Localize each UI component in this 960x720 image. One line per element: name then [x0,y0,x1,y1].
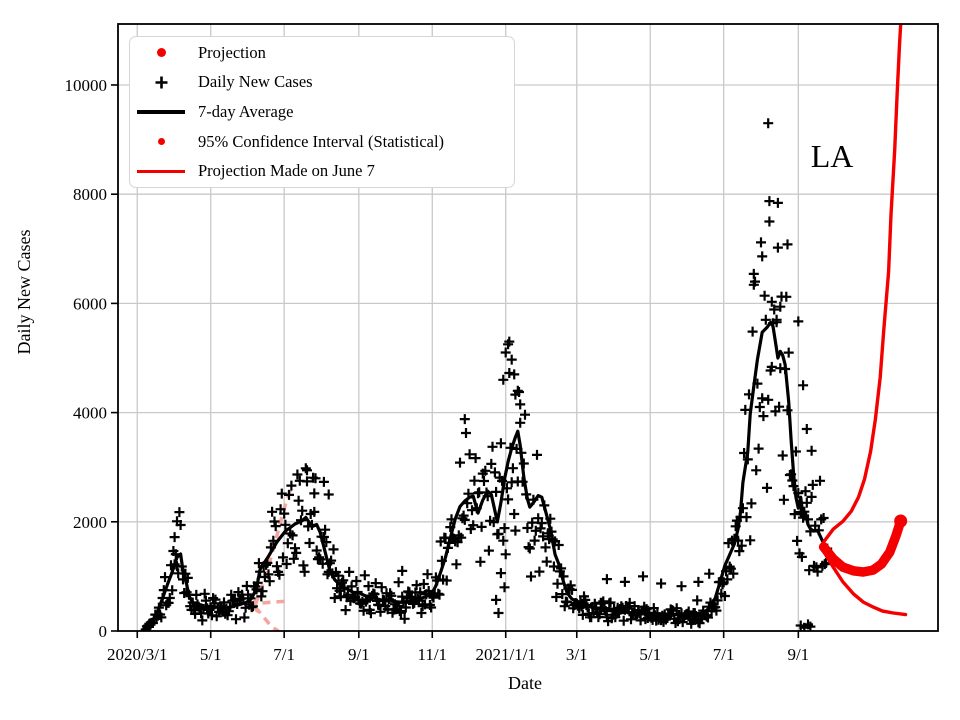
y-tick-label: 6000 [73,294,107,313]
legend-label: 7-day Average [198,101,294,121]
legend-item-projection-june7: Projection Made on June 7 [130,157,514,185]
y-tick-label: 8000 [73,185,107,204]
average-line-icon [130,109,192,114]
projection-dot-icon [130,48,192,58]
legend-label: Projection [198,42,266,62]
x-tick-label: 7/1 [713,645,735,664]
y-tick-label: 4000 [73,404,107,423]
legend-label: Daily New Cases [198,72,313,92]
x-axis-label: Date [508,673,542,693]
legend-label: 95% Confidence Interval (Statistical) [198,131,445,151]
ci-dot-icon [130,138,192,146]
axes-and-ticks: 2020/3/1 5/1 7/1 9/1 11/1 2021/1/1 3/1 5/1 7/1 9/… [14,23,939,693]
x-tick-label: 5/1 [200,645,222,664]
x-tick-label: 11/1 [417,645,447,664]
projection-line-icon [130,169,192,174]
x-tick-label: 5/1 [639,645,661,664]
x-tick-label: 2021/1/1 [475,645,535,664]
legend-item-confidence-interval: 95% Confidence Interval (Statistical) [130,128,514,156]
legend-item-7day-average: 7-day Average [130,98,514,126]
y-axis-label: Daily New Cases [14,230,34,355]
seven-day-average-line [141,320,827,631]
projection-curves [818,24,908,617]
x-tick-label: 3/1 [566,645,588,664]
legend-label: Projection Made on June 7 [198,161,375,181]
legend-item-projection: Projection [130,39,514,67]
x-tick-label: 2020/3/1 [107,645,167,664]
y-tick-label: 0 [99,622,108,641]
x-tick-label: 7/1 [273,645,295,664]
plus-marker-icon [130,75,192,90]
x-tick-label: 9/1 [348,645,370,664]
x-tick-label: 9/1 [787,645,809,664]
legend-box: Projection Daily New Cases 7-day Average… [129,36,515,188]
annotations: LA [811,138,854,174]
y-tick-label: 10000 [65,76,108,95]
legend-item-daily-new-cases: Daily New Cases [130,68,514,96]
la-annotation: LA [811,138,854,174]
y-tick-label: 2000 [73,513,107,532]
